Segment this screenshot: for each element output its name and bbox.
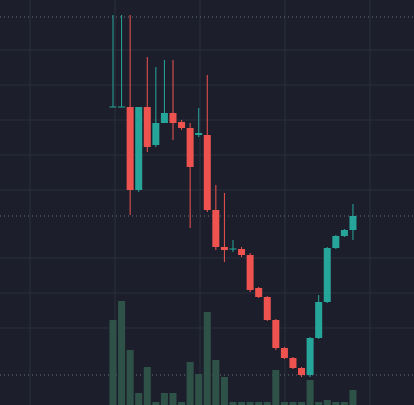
volume-bar xyxy=(152,402,160,405)
candle-body xyxy=(212,210,220,247)
candle-body xyxy=(229,248,237,250)
candle-body xyxy=(178,122,186,128)
volume-bar xyxy=(349,390,357,405)
candle-body xyxy=(152,123,160,145)
volume-bar xyxy=(332,402,340,405)
volume-bar xyxy=(298,402,306,405)
volume-bar xyxy=(315,402,323,405)
candle-body xyxy=(255,288,263,297)
candle-body xyxy=(160,113,168,123)
volume-bar xyxy=(109,320,117,405)
volume-bar xyxy=(160,393,168,405)
candle-body xyxy=(126,107,134,190)
candle-body xyxy=(340,230,348,236)
candle-body xyxy=(135,107,143,190)
volume-bar xyxy=(135,393,143,405)
volume-bar xyxy=(143,367,151,405)
candle-body xyxy=(203,135,211,210)
candle-body xyxy=(323,248,331,302)
candle-body xyxy=(109,106,117,108)
candle-body xyxy=(272,320,280,348)
volume-bar xyxy=(220,377,228,405)
volume-bar xyxy=(169,393,177,405)
candle-body xyxy=(298,368,306,375)
volume-bar xyxy=(272,370,280,405)
candle-body xyxy=(143,107,151,147)
candle-body xyxy=(332,236,340,248)
volume-bar xyxy=(186,362,194,405)
candle-body xyxy=(220,247,228,250)
candle-body xyxy=(289,358,297,368)
volume-bar xyxy=(306,380,314,405)
candle-body xyxy=(263,297,271,320)
candle-body xyxy=(186,128,194,167)
candle-body xyxy=(315,302,323,338)
volume-bar xyxy=(126,350,134,405)
candle-body xyxy=(169,113,177,123)
volume-bar xyxy=(229,402,237,405)
volume-bar xyxy=(280,402,288,405)
volume-bar xyxy=(238,402,246,405)
candle-body xyxy=(349,216,357,230)
candle-body xyxy=(246,255,254,290)
volume-bar xyxy=(203,312,211,405)
candle-body xyxy=(280,348,288,358)
candle-body xyxy=(118,106,126,108)
volume-bar xyxy=(195,374,203,405)
volume-bar xyxy=(212,360,220,405)
volume-bar xyxy=(340,402,348,405)
volume-bar xyxy=(178,402,186,405)
candle-body xyxy=(238,249,246,255)
volume-bar xyxy=(323,400,331,405)
volume-bar xyxy=(118,301,126,405)
volume-bar xyxy=(289,402,297,405)
candle-body xyxy=(195,133,203,135)
candle-body xyxy=(306,338,314,375)
volume-bar xyxy=(246,402,254,405)
volume-bar xyxy=(263,402,271,405)
volume-bar xyxy=(255,402,263,405)
